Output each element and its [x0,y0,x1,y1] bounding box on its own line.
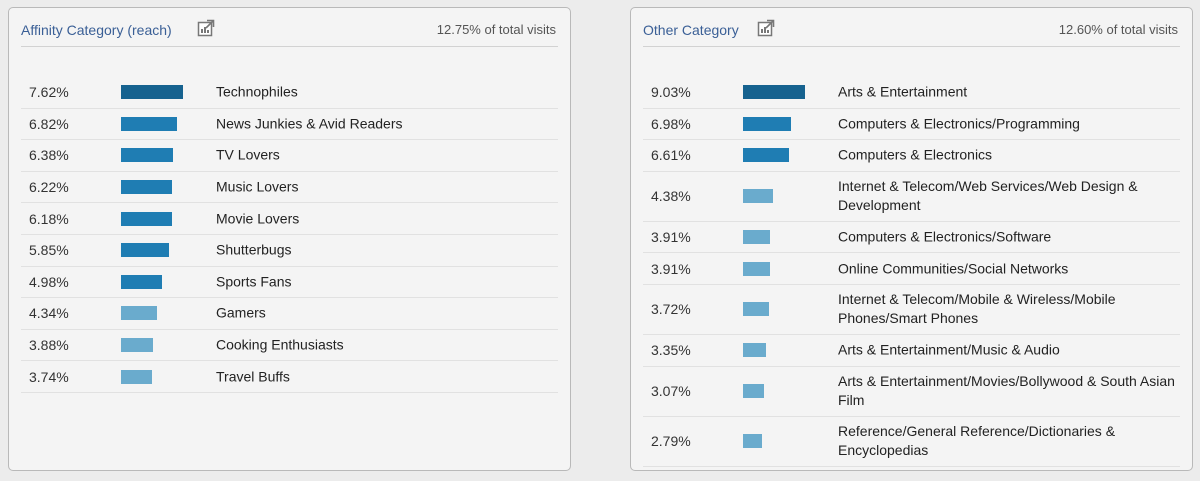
category-label[interactable]: Computers & Electronics/Software [838,228,1052,245]
export-icon[interactable] [757,19,775,37]
percent-value: 7.62% [29,84,69,101]
percent-bar [121,338,153,353]
list-item: 3.74% Travel Buffs [21,361,558,393]
category-list: 7.62% Technophiles 6.82% News Junkies & Avi… [21,77,558,393]
list-item: 2.79% Reference/General Reference/Diction… [643,417,1180,467]
list-item: 6.82% News Junkies & Avid Readers [21,109,558,141]
list-item: 3.88% Cooking Enthusiasts [21,330,558,362]
list-item: 4.98% Sports Fans [21,267,558,299]
category-list: 9.03% Arts & Entertainment 6.98% Computers … [643,77,1180,467]
category-label[interactable]: Online Communities/Social Networks [838,260,1069,277]
percent-bar [121,180,172,195]
percent-bar [121,148,173,163]
percent-bar [121,369,152,384]
category-label[interactable]: Gamers [216,304,266,321]
percent-value: 9.03% [651,84,691,101]
percent-bar [743,343,766,358]
list-item: 3.91% Computers & Electronics/Software [643,222,1180,254]
percent-value: 4.38% [651,188,691,205]
category-label[interactable]: Computers & Electronics [838,146,993,163]
total-visits-summary: 12.75% of total visits [436,22,556,37]
percent-value: 5.85% [29,242,69,259]
list-item: 6.61% Computers & Electronics [643,140,1180,172]
affinity-category-panel: Affinity Category (reach) 12.75% of tota… [8,7,571,471]
percent-bar [743,261,770,276]
percent-bar [743,116,791,131]
percent-bar [121,211,172,226]
percent-value: 6.98% [651,115,691,132]
percent-bar [121,116,177,131]
list-item: 7.62% Technophiles [21,77,558,109]
list-item: 3.35% Arts & Entertainment/Music & Audio [643,335,1180,367]
list-item: 6.22% Music Lovers [21,172,558,204]
percent-bar [743,434,762,449]
list-item: 6.38% TV Lovers [21,140,558,172]
category-label[interactable]: TV Lovers [216,146,280,163]
percent-value: 2.79% [651,433,691,450]
list-item: 6.18% Movie Lovers [21,203,558,235]
category-label[interactable]: Sports Fans [216,273,292,290]
percent-bar [121,274,162,289]
percent-value: 3.88% [29,337,69,354]
category-label[interactable]: Cooking Enthusiasts [216,336,344,353]
export-icon[interactable] [197,19,215,37]
percent-bar [743,189,773,204]
percent-value: 6.61% [651,147,691,164]
panel-header: Affinity Category (reach) 12.75% of tota… [21,8,558,47]
category-label[interactable]: Arts & Entertainment/Music & Audio [838,341,1060,358]
category-label[interactable]: Technophiles [216,83,298,100]
panel-title[interactable]: Affinity Category (reach) [21,22,172,38]
percent-bar [743,384,764,399]
list-item: 3.07% Arts & Entertainment/Movies/Bollywo… [643,367,1180,417]
panel-title[interactable]: Other Category [643,22,739,38]
percent-bar [121,306,157,321]
list-item: 3.72% Internet & Telecom/Mobile & Wireles… [643,285,1180,335]
percent-bar [743,85,805,100]
category-label[interactable]: Internet & Telecom/Mobile & Wireless/Mob… [838,291,1116,327]
percent-value: 3.91% [651,229,691,246]
percent-bar [743,230,770,245]
percent-value: 3.07% [651,383,691,400]
percent-value: 3.74% [29,368,69,385]
total-visits-summary: 12.60% of total visits [1058,22,1178,37]
percent-value: 4.34% [29,305,69,322]
category-label[interactable]: Reference/General Reference/Dictionaries… [838,423,1116,459]
category-label[interactable]: Internet & Telecom/Web Services/Web Desi… [838,178,1138,214]
percent-bar [121,243,169,258]
list-item: 5.85% Shutterbugs [21,235,558,267]
category-label[interactable]: Music Lovers [216,178,299,195]
percent-value: 6.22% [29,179,69,196]
list-item: 4.34% Gamers [21,298,558,330]
percent-value: 6.18% [29,210,69,227]
list-item: 6.98% Computers & Electronics/Programming [643,109,1180,141]
percent-value: 6.38% [29,147,69,164]
percent-bar [121,85,183,100]
category-label[interactable]: Movie Lovers [216,210,300,227]
list-item: 9.03% Arts & Entertainment [643,77,1180,109]
category-label[interactable]: Arts & Entertainment/Movies/Bollywood & … [838,373,1175,409]
percent-value: 3.35% [651,342,691,359]
other-category-panel: Other Category 12.60% of total visits 9.… [630,7,1193,471]
category-label[interactable]: Computers & Electronics/Programming [838,115,1080,132]
percent-bar [743,302,769,317]
category-label[interactable]: Travel Buffs [216,368,290,385]
category-label[interactable]: Shutterbugs [216,241,292,258]
percent-value: 6.82% [29,115,69,132]
list-item: 3.91% Online Communities/Social Networks [643,253,1180,285]
category-label[interactable]: Arts & Entertainment [838,83,968,100]
category-label[interactable]: News Junkies & Avid Readers [216,115,403,132]
percent-value: 3.91% [651,260,691,277]
percent-bar [743,148,789,163]
list-item: 4.38% Internet & Telecom/Web Services/Web… [643,172,1180,222]
percent-value: 4.98% [29,273,69,290]
panel-header: Other Category 12.60% of total visits [643,8,1180,47]
percent-value: 3.72% [651,301,691,318]
